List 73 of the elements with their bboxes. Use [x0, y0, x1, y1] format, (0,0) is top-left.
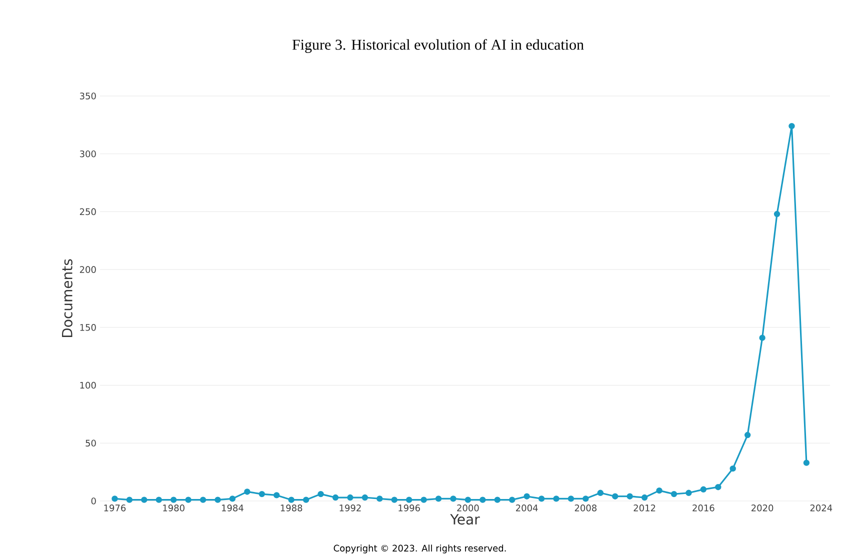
point — [464, 496, 472, 503]
point — [318, 490, 324, 498]
x-axis-title: Year — [450, 514, 480, 525]
x-tick-label: 2008 — [574, 504, 597, 512]
point — [347, 494, 354, 501]
x-tick-label: 2000 — [457, 504, 479, 512]
y-tick-label: 150 — [80, 324, 96, 331]
chart-title: Figure 3. Historical evolution of AI in education — [292, 39, 584, 53]
point — [185, 496, 192, 503]
text: Copyright © 2023. All rights reserved. — [334, 544, 506, 554]
y-tick-label: 250 — [80, 208, 96, 216]
point — [744, 432, 751, 438]
y-axis-title: Documents — [62, 259, 72, 338]
point — [730, 465, 736, 472]
point — [670, 490, 678, 498]
point — [214, 496, 221, 503]
point — [406, 496, 412, 503]
point — [700, 486, 707, 493]
point — [156, 496, 162, 503]
x-tick-label: 2016 — [692, 504, 714, 512]
x-tick-label: 1996 — [398, 504, 420, 512]
point — [509, 496, 516, 503]
point — [229, 496, 236, 502]
y-tick-label: 200 — [80, 266, 96, 273]
point — [435, 496, 442, 502]
x-tick-label: 2020 — [752, 504, 774, 512]
point — [288, 496, 294, 503]
point — [803, 460, 810, 466]
point — [112, 496, 118, 502]
x-tick-label: 1976 — [104, 504, 126, 512]
point — [391, 496, 398, 503]
point — [568, 496, 574, 502]
point — [715, 484, 722, 490]
point — [538, 496, 545, 502]
point — [612, 493, 618, 500]
y-tick-label: 350 — [80, 92, 96, 100]
x-tick-label: 2024 — [810, 504, 832, 512]
point — [376, 496, 383, 502]
point — [480, 496, 486, 503]
point — [274, 492, 280, 498]
y-tick-label: 50 — [86, 440, 96, 447]
point — [450, 496, 456, 502]
point — [774, 210, 780, 218]
y-tick-label: 300 — [80, 150, 96, 158]
point — [656, 487, 662, 494]
point — [788, 122, 795, 130]
y-tick-label: 100 — [80, 382, 96, 389]
point — [302, 496, 310, 503]
point — [244, 488, 250, 495]
x-tick-label: 1992 — [340, 504, 361, 512]
point — [626, 493, 633, 500]
point — [759, 334, 766, 341]
point — [494, 496, 500, 503]
x-tick-label: 2012 — [634, 504, 656, 512]
point — [597, 490, 604, 496]
x-tick-label: 2004 — [516, 504, 538, 512]
x-tick-label: 1988 — [280, 504, 302, 512]
point — [524, 493, 530, 500]
point — [170, 496, 177, 503]
point — [641, 494, 648, 501]
point — [420, 496, 427, 503]
x-tick-label: 1984 — [222, 504, 244, 512]
point — [582, 496, 589, 502]
x-tick-label: 1980 — [163, 504, 184, 512]
point — [553, 496, 560, 502]
point — [686, 490, 692, 496]
y-tick-label: 0 — [91, 498, 96, 504]
point — [200, 496, 206, 503]
point — [332, 494, 339, 501]
point — [126, 496, 133, 503]
point — [141, 496, 148, 503]
point — [362, 494, 368, 501]
point — [258, 490, 265, 498]
